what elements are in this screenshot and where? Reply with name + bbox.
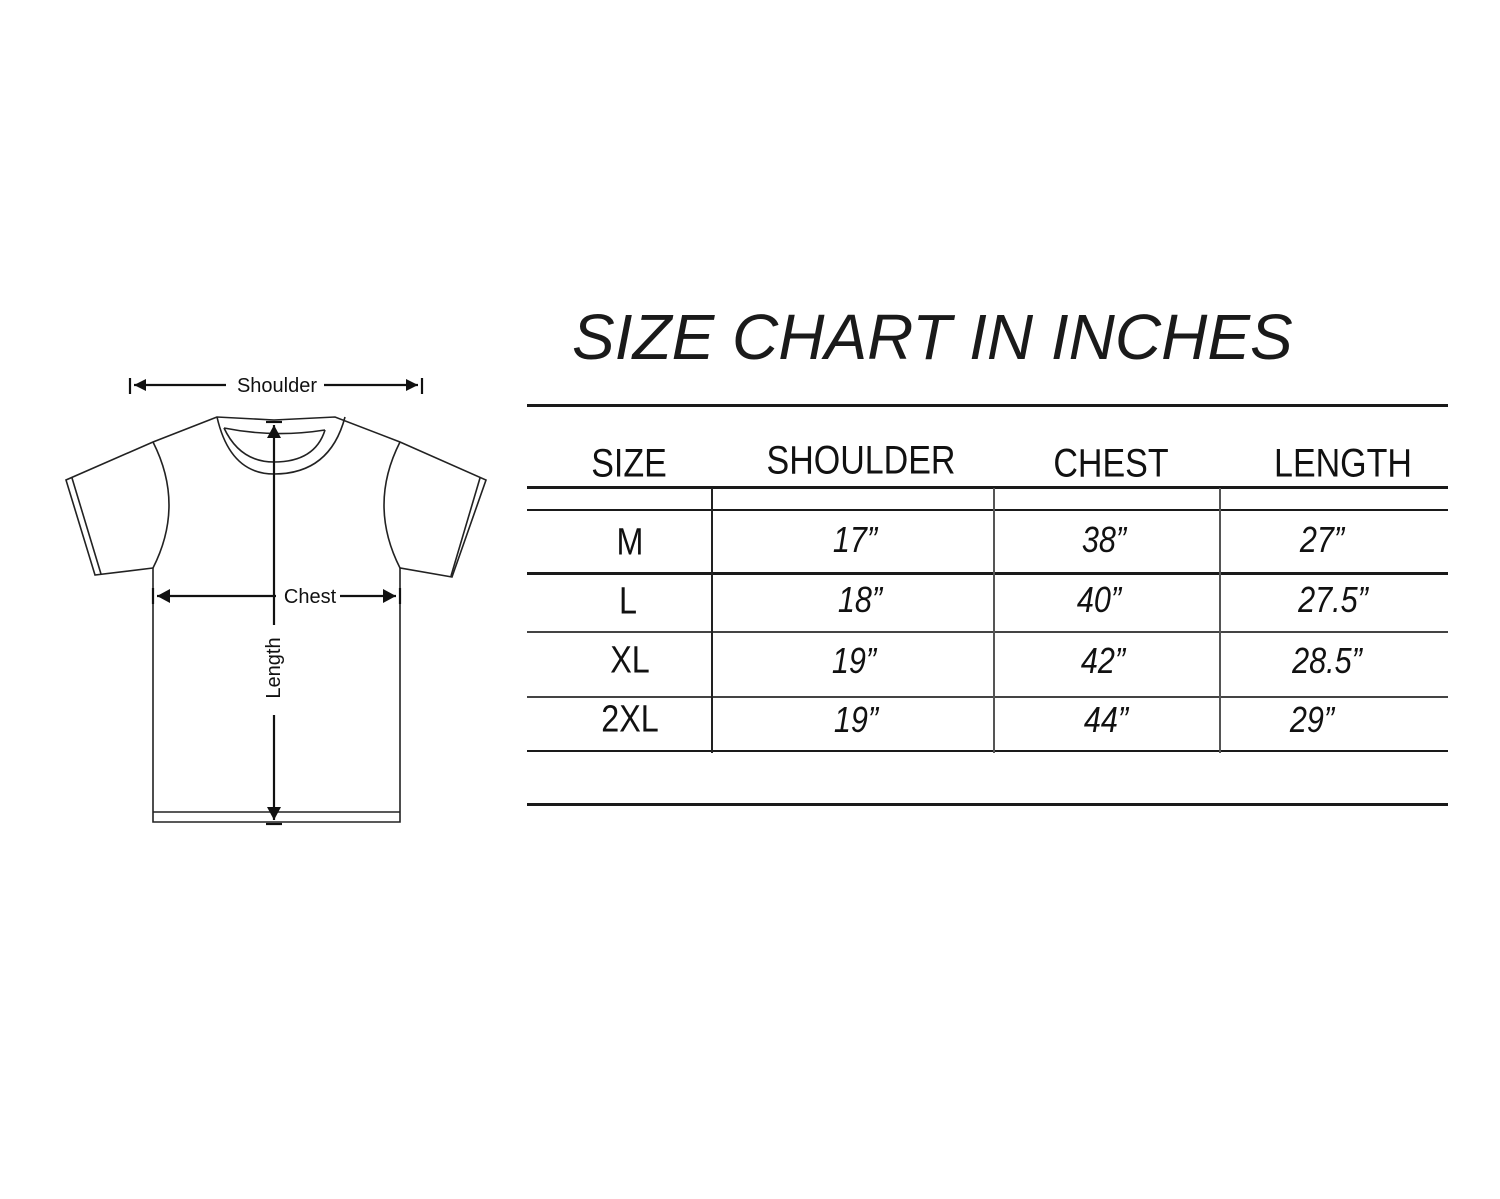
size-cell: L	[619, 580, 637, 623]
row-rule	[527, 631, 1448, 633]
table-top-rule	[527, 404, 1448, 407]
header-chest: CHEST	[1053, 441, 1169, 486]
shoulder-label: Shoulder	[237, 375, 317, 397]
length-cell: 27.5”	[1298, 579, 1368, 620]
shoulder-cell: 18”	[837, 579, 883, 620]
chest-cell: 38”	[1081, 519, 1127, 560]
chest-cell: 44”	[1083, 699, 1129, 740]
tshirt-diagram: Shoulder Chest Length	[65, 375, 487, 826]
size-cell: 2XL	[601, 698, 659, 741]
tshirt-outline	[65, 416, 487, 823]
length-cell: 27”	[1299, 519, 1345, 560]
chest-cell: 40”	[1076, 579, 1122, 620]
chest-label: Chest	[284, 586, 337, 608]
size-cell: XL	[610, 639, 650, 682]
length-label: Length	[263, 637, 285, 698]
column-divider	[711, 488, 713, 753]
right-sleeve-seam	[383, 441, 401, 569]
shoulder-cell: 17”	[832, 519, 878, 560]
row-rule	[527, 750, 1448, 752]
left-sleeve-seam	[152, 441, 170, 569]
length-cell: 29”	[1289, 699, 1335, 740]
row-rule	[527, 572, 1448, 575]
shoulder-cell: 19”	[833, 699, 879, 740]
header-shoulder: SHOULDER	[766, 438, 956, 483]
header-length: LENGTH	[1274, 441, 1412, 486]
row-rule	[527, 696, 1448, 698]
column-divider	[993, 488, 995, 753]
column-divider	[1219, 488, 1221, 753]
chest-cell: 42”	[1080, 640, 1126, 681]
header-rule	[527, 486, 1448, 489]
table-bottom-rule	[527, 803, 1448, 806]
shoulder-cell: 19”	[831, 640, 877, 681]
size-cell: M	[616, 521, 644, 564]
length-cell: 28.5”	[1292, 640, 1362, 681]
header-size: SIZE	[591, 441, 667, 486]
row-rule	[527, 509, 1448, 511]
left-sleeve-hem	[71, 477, 102, 575]
right-sleeve-hem	[450, 477, 481, 577]
chart-title: SIZE CHART IN INCHES	[572, 301, 1293, 373]
